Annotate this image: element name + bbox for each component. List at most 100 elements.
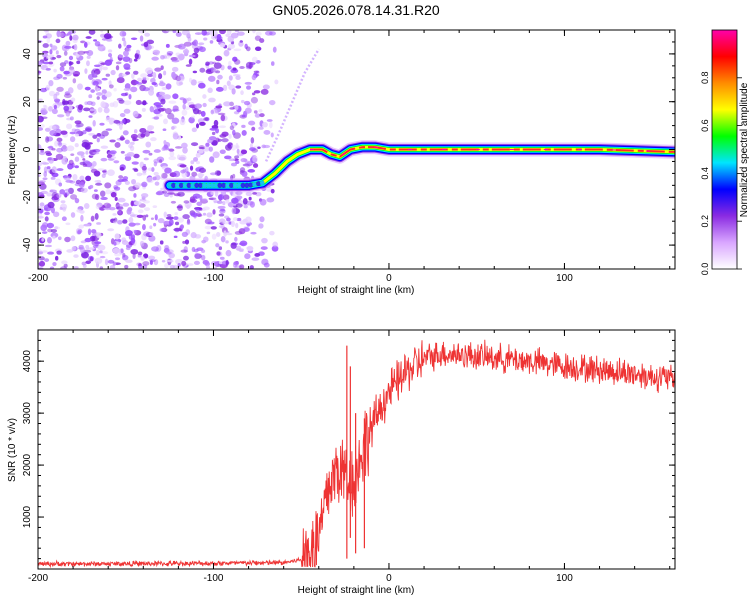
noise-speckle xyxy=(206,231,211,235)
noise-speckle xyxy=(51,147,56,151)
noise-speckle xyxy=(115,65,120,71)
noise-speckle xyxy=(231,122,236,129)
noise-speckle xyxy=(90,215,95,222)
noise-speckle xyxy=(211,260,219,266)
noise-speckle xyxy=(91,72,98,78)
noise-speckle xyxy=(251,56,258,63)
noise-speckle xyxy=(68,61,74,66)
tail-blob xyxy=(252,181,257,187)
noise-speckle xyxy=(202,102,207,108)
noise-speckle xyxy=(210,31,218,35)
noise-speckle xyxy=(82,263,87,268)
y-tick-label: -40 xyxy=(22,237,33,252)
noise-speckle xyxy=(241,129,247,136)
noise-speckle xyxy=(234,59,241,65)
noise-speckle xyxy=(122,56,131,62)
noise-speckle xyxy=(79,175,85,181)
noise-speckle xyxy=(96,96,100,100)
noise-speckle xyxy=(161,147,166,151)
noise-speckle xyxy=(259,113,265,118)
noise-speckle xyxy=(269,230,275,236)
x-tick-label: -100 xyxy=(203,573,223,584)
noise-speckle xyxy=(133,70,139,75)
noise-speckle xyxy=(202,212,207,216)
noise-speckle xyxy=(107,228,115,232)
x-tick: 0 xyxy=(386,330,392,584)
noise-speckle xyxy=(208,136,217,141)
y-tick-label: -20 xyxy=(22,190,33,205)
noise-speckle xyxy=(139,35,144,42)
snr-plot-area xyxy=(38,339,675,569)
noise-speckle xyxy=(263,130,271,135)
noise-speckle xyxy=(178,82,184,85)
noise-speckle xyxy=(173,216,179,221)
noise-speckle xyxy=(62,76,68,80)
x-tick-label: -200 xyxy=(28,273,48,284)
noise-speckle xyxy=(126,44,132,49)
noise-speckle xyxy=(68,187,74,195)
noise-speckle xyxy=(192,39,198,47)
noise-speckle xyxy=(249,265,254,269)
noise-speckle xyxy=(206,265,210,269)
noise-speckle xyxy=(211,131,216,136)
noise-speckle xyxy=(181,260,187,266)
noise-speckle xyxy=(217,138,222,142)
noise-speckle xyxy=(234,30,240,33)
noise-speckle xyxy=(136,172,143,177)
noise-speckle xyxy=(42,61,50,65)
noise-speckle xyxy=(99,190,106,197)
noise-speckle xyxy=(115,257,121,261)
noise-speckle xyxy=(181,109,188,116)
noise-speckle xyxy=(101,251,109,255)
noise-speckle xyxy=(86,60,90,67)
noise-speckle xyxy=(84,143,91,150)
noise-speckle xyxy=(142,224,146,231)
noise-speckle xyxy=(47,146,54,149)
noise-speckle xyxy=(130,237,136,244)
noise-speckle xyxy=(100,196,108,201)
noise-speckle xyxy=(178,154,187,161)
noise-speckle xyxy=(171,66,179,72)
noise-speckle xyxy=(130,79,138,86)
noise-speckle xyxy=(51,108,58,115)
noise-speckle xyxy=(216,231,221,237)
noise-speckle xyxy=(196,201,203,206)
noise-speckle xyxy=(99,255,106,259)
noise-speckle xyxy=(189,165,194,171)
noise-speckle xyxy=(114,233,120,240)
noise-speckle xyxy=(253,90,261,94)
noise-speckle xyxy=(183,200,190,204)
noise-speckle xyxy=(60,130,68,135)
noise-speckle xyxy=(171,117,180,124)
noise-speckle xyxy=(133,153,140,159)
noise-speckle xyxy=(244,107,252,114)
noise-speckle xyxy=(194,252,200,259)
noise-speckle xyxy=(190,212,198,217)
noise-speckle xyxy=(85,150,89,155)
noise-speckle xyxy=(194,32,203,35)
noise-speckle xyxy=(215,86,224,92)
noise-speckle xyxy=(207,67,215,71)
noise-speckle xyxy=(122,130,129,136)
noise-speckle xyxy=(201,239,207,244)
y-tick: 1000 xyxy=(22,505,675,528)
noise-speckle xyxy=(57,141,63,147)
noise-speckle xyxy=(215,105,223,109)
noise-speckle xyxy=(105,117,112,122)
noise-speckle xyxy=(238,41,244,47)
noise-speckle xyxy=(139,198,147,202)
noise-speckle xyxy=(140,73,148,78)
noise-speckle xyxy=(44,211,50,216)
y-tick-label: 3000 xyxy=(22,402,33,425)
noise-speckle xyxy=(63,105,69,112)
noise-speckle xyxy=(137,251,143,256)
tail-blob xyxy=(171,182,176,188)
noise-speckle xyxy=(104,182,112,189)
noise-speckle xyxy=(121,240,129,245)
noise-speckle xyxy=(54,226,59,230)
noise-speckle xyxy=(175,146,183,149)
noise-speckle xyxy=(105,73,111,77)
noise-speckle xyxy=(201,30,207,36)
noise-speckle xyxy=(110,218,116,224)
noise-speckle xyxy=(221,131,229,137)
